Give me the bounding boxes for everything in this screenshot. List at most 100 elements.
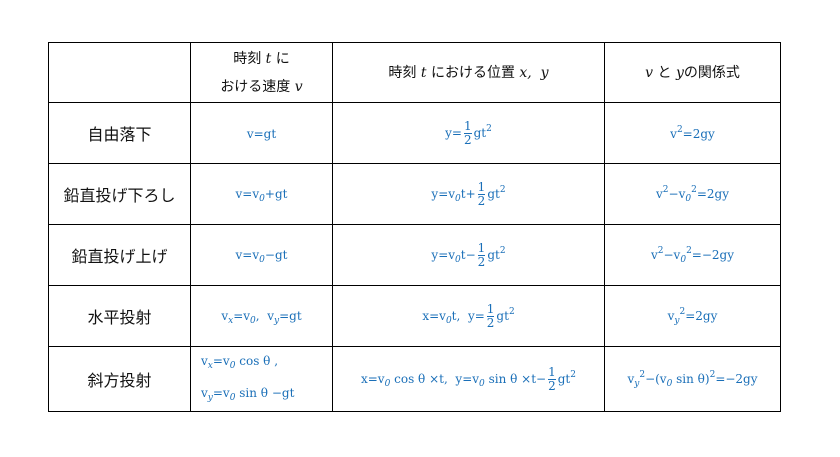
position-cell: x=v0 cos θ ×t, y=v0 sin θ ×t− 1 2 gt2 [332, 346, 605, 412]
header-text: 時刻 [233, 50, 262, 67]
fraction-denominator: 2 [548, 378, 556, 393]
formula-text: =−2gy [691, 248, 735, 262]
table-row: 水平投射 vx=v0, vy=gt x=v0t, y= 1 2 gt2 vy2=2gy [48, 285, 781, 347]
formula-text: +gt [264, 187, 288, 201]
formula-superscript: 2 [486, 123, 492, 134]
formula-subscript: 0 [685, 194, 692, 204]
formula-text: v [667, 309, 675, 323]
header-text: の関係式 [683, 64, 740, 81]
formula-text: v=v [235, 248, 260, 262]
formula-subscript: 0 [445, 315, 452, 326]
formula-subscript: 0 [259, 255, 265, 265]
formula: vy=v0 sin θ −gt [201, 386, 294, 403]
relation-cell: v2=2gy [604, 102, 781, 164]
formula-subscript: x [228, 316, 234, 326]
formula-superscript: 2 [676, 125, 683, 135]
formula-subscript: 0 [259, 194, 265, 204]
formula: v2=2gy [670, 125, 715, 141]
formula-text: =2gy [696, 187, 729, 201]
formula-subscript: 0 [479, 378, 485, 389]
relation-cell: v2−v02=−2gy [604, 224, 781, 286]
formula-text: gt [487, 186, 500, 201]
formula: vx=v0, vy=gt [221, 309, 301, 326]
formula-superscript: 2 [570, 369, 576, 380]
formula-superscript: 2 [679, 307, 686, 317]
fraction-numerator: 1 [463, 118, 472, 134]
position-cell: y=v0t+ 1 2 gt2 [332, 163, 605, 225]
header-text: 時刻 [388, 64, 417, 81]
motion-label: 鉛直投げ上げ [48, 224, 191, 286]
formula-text: =v [212, 386, 230, 400]
formula-text: −v [668, 187, 686, 201]
formula-text: gt [487, 247, 500, 262]
formula-superscript: 2 [662, 185, 669, 195]
relation-cell: v2−v02=2gy [604, 163, 781, 225]
header-text: に [275, 50, 290, 67]
formula-text: v=gt [246, 127, 277, 141]
fraction-denominator: 2 [486, 315, 495, 330]
formula-text: v [656, 187, 663, 201]
formula-text: x=v [360, 371, 385, 386]
formula-text: sin θ) [672, 372, 710, 386]
formula-superscript: 2 [508, 306, 515, 317]
header-var: y [675, 64, 684, 81]
fraction-denominator: 2 [463, 132, 472, 147]
formula-text: y= [445, 125, 462, 140]
formula: y= 1 2 gt2 [445, 119, 492, 146]
velocity-cell: v x =v 0 cos θ , vy=v0 sin θ −gt [190, 346, 333, 412]
kinematics-table: 時刻 t に おける速度 v 時刻 t における位置 x, y v と yの関係… [48, 42, 781, 412]
formula: y=v0t+ 1 2 gt2 [431, 180, 505, 207]
position-cell: y= 1 2 gt2 [332, 102, 605, 164]
formula-subscript: 0 [455, 254, 461, 265]
formula-text: v [221, 309, 229, 323]
fraction-numerator: 1 [486, 301, 495, 317]
fraction-numerator: 1 [477, 240, 486, 256]
formula-text: x=v [422, 308, 446, 323]
header-var: v [645, 64, 654, 81]
formula-subscript: 0 [455, 193, 461, 204]
formula-text: −(v [645, 372, 667, 386]
table-row: 斜方投射 vx=v0 cos θ , vy=v0 sin θ −gt x=v0 cos… [48, 346, 781, 412]
header-row: 時刻 t に おける速度 v 時刻 t における位置 x, y v と yの関係… [48, 42, 781, 103]
formula-subscript: y [207, 393, 213, 403]
formula-text: =2gy [682, 127, 715, 141]
header-var: x, [519, 64, 532, 81]
header-text: における位置 [430, 64, 515, 81]
formula-text: v=v [235, 187, 260, 201]
formula-superscript: 2 [639, 370, 646, 380]
header-velocity: 時刻 t に おける速度 v [190, 42, 333, 103]
formula-subscript: x [207, 361, 213, 371]
formula: x=v0 cos θ ×t, y=v0 sin θ ×t− 1 2 gt2 [360, 365, 576, 392]
header-relation: v と yの関係式 [604, 42, 781, 103]
formula-text: cos θ ×t, y=v [390, 371, 480, 386]
formula-subscript: 0 [250, 316, 256, 326]
header-text: おける速度 [220, 78, 291, 95]
motion-label: 水平投射 [48, 285, 191, 347]
formula-text: v [627, 372, 635, 386]
header-var: v [294, 78, 303, 95]
header-text: と [657, 64, 672, 81]
formula: vy2−(v0 sin θ)2=−2gy [627, 370, 758, 389]
header-var: t [265, 50, 272, 67]
formula-text: gt [473, 125, 487, 140]
formula-text: cos θ , [235, 354, 279, 368]
motion-label: 自由落下 [48, 102, 191, 164]
fraction-numerator: 1 [477, 179, 486, 195]
formula-subscript: 0 [384, 378, 391, 389]
formula-text: =−2gy [715, 372, 758, 386]
velocity-cell: vx=v0, vy=gt [190, 285, 333, 347]
formula-superscript: 2 [709, 370, 716, 380]
table-row: 鉛直投げ上げ v=v0−gt y=v0t− 1 2 gt2 v2−v02=−2gy [48, 224, 781, 286]
formula-subscript: 0 [229, 361, 236, 371]
formula: v=gt [247, 127, 276, 141]
position-cell: x=v0t, y= 1 2 gt2 [332, 285, 605, 347]
formula-subscript: y [274, 316, 280, 326]
header-var: t [420, 64, 427, 81]
velocity-cell: v=v0−gt [190, 224, 333, 286]
formula-superscript: 2 [686, 246, 692, 256]
formula-text: v [201, 386, 208, 400]
